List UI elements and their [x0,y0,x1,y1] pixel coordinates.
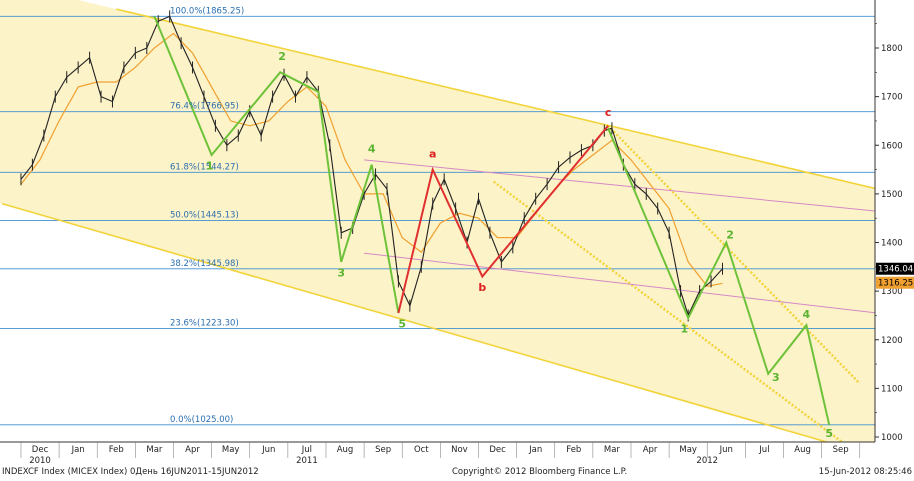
month-label-20: Aug [794,445,811,455]
fib-label-2: 61.8%(1544.27) [170,162,239,172]
month-label-4: Apr [185,445,200,455]
wave-label-0: 1 [206,160,214,173]
month-label-17: May [679,445,697,455]
wave-label-10: 3 [772,371,780,384]
wave-label-12: 5 [825,427,833,440]
fib-label-4: 38.2%(1345.98) [170,259,239,269]
wave-label-3: 4 [368,143,376,156]
month-label-9: Sep [375,445,391,455]
month-label-15: Mar [604,445,621,455]
month-label-11: Nov [451,445,468,455]
month-label-3: Mar [146,445,163,455]
month-label-6: Jun [261,445,275,455]
fib-label-5: 23.6%(1223.30) [170,318,239,328]
wave-green-projection [607,127,831,426]
y-tick-label-5: 1500 [881,190,903,200]
y-tick-label-6: 1600 [881,141,903,151]
channel-line-0 [116,8,875,190]
month-label-5: May [222,445,240,455]
fib-label-6: 0.0%(1025.00) [170,415,233,425]
ma-value-box [876,276,914,289]
month-label-18: Jun [719,445,733,455]
year-label-2: 2012 [696,456,718,466]
month-label-2: Feb [109,445,124,455]
y-tick-label-3: 1300 [881,287,903,297]
footer-copyright: Copyright© 2012 Bloomberg Finance L.P. [452,467,627,477]
y-tick-label-7: 1700 [881,93,903,103]
y-tick-label-1: 1100 [881,384,903,394]
month-label-16: Apr [643,445,658,455]
moving-average-line [20,32,723,287]
month-label-14: Feb [566,445,581,455]
y-tick-label-2: 1200 [881,336,903,346]
wave-label-7: c [605,106,612,119]
channel-line-1 [1,202,830,442]
month-label-21: Sep [833,445,849,455]
month-label-7: Jul [301,445,312,455]
wave-red-abc [397,125,609,314]
channel-line-2 [607,124,861,385]
channel-line-5 [364,252,875,314]
channel-line-3 [492,180,845,442]
month-label-0: Dec [32,445,49,455]
ma-value-label: 1316.25 [878,279,913,289]
year-label-0: 2010 [29,456,51,466]
fib-label-3: 50.0%(1445.13) [170,211,239,221]
y-tick-label-4: 1400 [881,239,903,249]
footer-instrument: INDEXCF Index (MICEX Index) 0День 16JUN2… [2,467,259,477]
wave-label-11: 4 [803,308,811,321]
year-label-1: 2011 [296,456,318,466]
channel-line-4 [364,159,875,212]
month-label-13: Jan [528,445,542,455]
wave-label-8: 1 [681,322,689,335]
y-tick-label-8: 1800 [881,44,903,54]
wave-label-5: a [429,147,436,160]
wave-label-6: b [478,281,486,294]
month-label-8: Aug [337,445,354,455]
wave-green-first [153,16,400,314]
month-label-19: Jul [758,445,769,455]
wave-label-1: 2 [278,50,286,63]
current-value-box [876,262,914,275]
wave-label-4: 5 [398,318,406,331]
fib-label-0: 100.0%(1865.25) [170,6,244,16]
y-tick-label-0: 1000 [881,433,903,443]
wave-label-2: 3 [337,267,345,280]
wave-label-9: 2 [726,229,734,242]
footer-timestamp: 15-Jun-2012 08:25:46 [819,467,912,477]
month-label-10: Oct [414,445,429,455]
month-label-12: Dec [489,445,506,455]
fib-label-1: 76.4%(1766.95) [170,102,239,112]
month-label-1: Jan [71,445,85,455]
current-value-label: 1346.04 [878,265,913,275]
